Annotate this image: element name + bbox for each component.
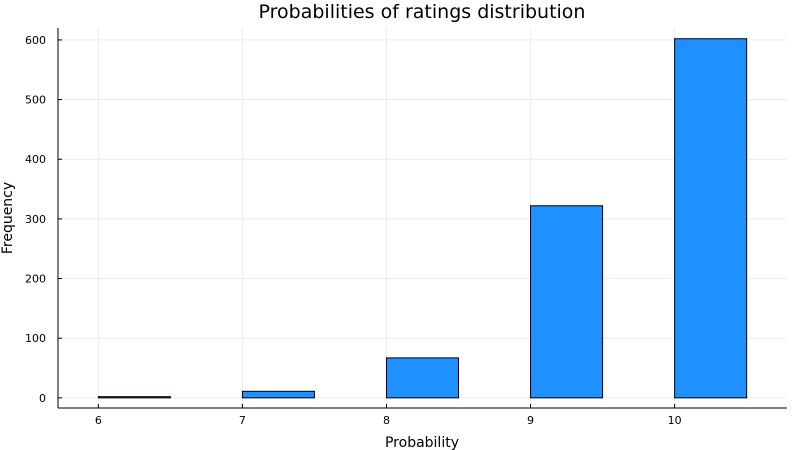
histogram-bar — [241, 390, 315, 399]
x-tick-label: 8 — [383, 414, 390, 427]
y-tick-label: 100 — [25, 332, 46, 345]
y-tick-label: 600 — [25, 34, 46, 47]
y-tick-label: 300 — [25, 213, 46, 226]
histogram-bar — [530, 205, 604, 399]
x-tick-label: 10 — [668, 414, 682, 427]
x-axis-label: Probability — [385, 435, 459, 450]
histogram-bar — [674, 38, 748, 399]
chart-title: Probabilities of ratings distribution — [259, 1, 586, 23]
y-tick-label: 200 — [25, 273, 46, 286]
x-tick-label: 6 — [95, 414, 102, 427]
x-tick-label: 7 — [239, 414, 246, 427]
bars — [97, 38, 748, 399]
y-tick-label: 400 — [25, 153, 46, 166]
x-tick-label: 9 — [527, 414, 534, 427]
y-tick-label: 0 — [39, 392, 46, 405]
y-tick-label: 500 — [25, 94, 46, 107]
histogram-bar — [385, 357, 460, 399]
histogram-bar — [97, 396, 171, 399]
y-axis-label: Frequency — [0, 182, 16, 254]
